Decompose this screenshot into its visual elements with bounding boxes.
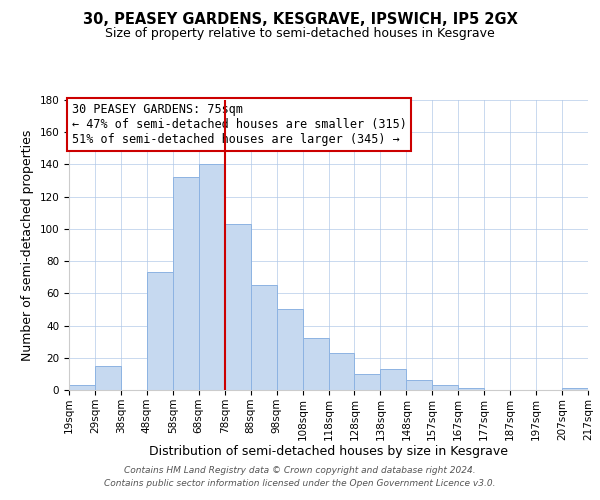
Bar: [458, 388, 484, 390]
Bar: [225, 224, 251, 390]
Bar: [406, 380, 432, 390]
Bar: [173, 178, 199, 390]
Bar: [251, 286, 277, 390]
Bar: [69, 385, 95, 390]
Bar: [277, 310, 302, 390]
Y-axis label: Number of semi-detached properties: Number of semi-detached properties: [21, 130, 34, 360]
Bar: [355, 374, 380, 390]
Bar: [562, 388, 588, 390]
Text: 30, PEASEY GARDENS, KESGRAVE, IPSWICH, IP5 2GX: 30, PEASEY GARDENS, KESGRAVE, IPSWICH, I…: [83, 12, 517, 28]
Text: Contains HM Land Registry data © Crown copyright and database right 2024.
Contai: Contains HM Land Registry data © Crown c…: [104, 466, 496, 487]
Text: Size of property relative to semi-detached houses in Kesgrave: Size of property relative to semi-detach…: [105, 28, 495, 40]
Bar: [199, 164, 224, 390]
Bar: [147, 272, 173, 390]
X-axis label: Distribution of semi-detached houses by size in Kesgrave: Distribution of semi-detached houses by …: [149, 446, 508, 458]
Text: 30 PEASEY GARDENS: 75sqm
← 47% of semi-detached houses are smaller (315)
51% of : 30 PEASEY GARDENS: 75sqm ← 47% of semi-d…: [71, 103, 406, 146]
Bar: [95, 366, 121, 390]
Bar: [380, 369, 406, 390]
Bar: [302, 338, 329, 390]
Bar: [329, 353, 355, 390]
Bar: [433, 385, 458, 390]
